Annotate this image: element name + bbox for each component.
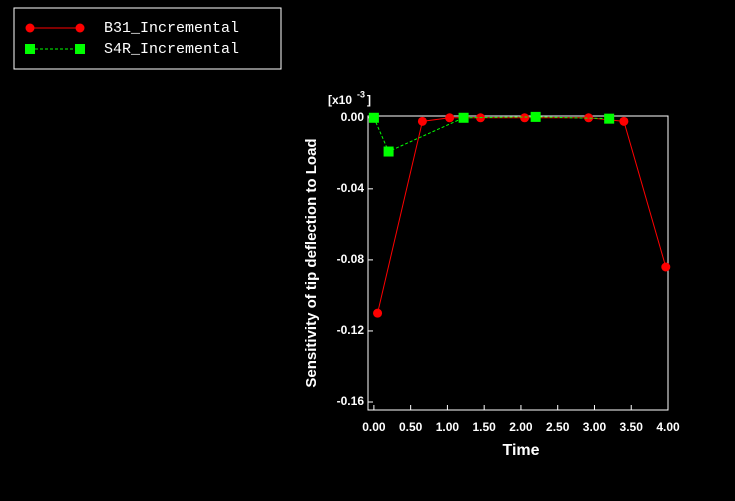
plot-frame — [367, 115, 669, 411]
x-tick-label: 3.50 — [620, 420, 644, 434]
legend-label: B31_Incremental — [104, 20, 239, 37]
marker — [25, 44, 35, 54]
marker — [417, 116, 427, 126]
marker — [373, 308, 383, 318]
x-tick-label: 0.00 — [362, 420, 386, 434]
y-multiplier-exp: -3 — [357, 89, 365, 99]
legend-label: S4R_Incremental — [104, 41, 239, 58]
x-tick-label: 0.50 — [399, 420, 423, 434]
marker — [584, 113, 594, 123]
x-axis-label: Time — [502, 442, 539, 459]
marker — [604, 113, 615, 124]
marker — [530, 111, 541, 122]
marker — [75, 23, 85, 33]
y-tick-label: 0.00 — [341, 110, 365, 124]
x-tick-label: 4.00 — [656, 420, 680, 434]
marker — [383, 146, 394, 157]
marker — [25, 23, 35, 33]
x-tick-label: 2.50 — [546, 420, 570, 434]
y-tick-label: -0.04 — [337, 181, 365, 195]
legend-box — [13, 7, 282, 70]
marker — [368, 112, 379, 123]
y-multiplier: [x10 — [328, 93, 352, 107]
x-tick-label: 1.50 — [472, 420, 496, 434]
y-axis-label: Sensitivity of tip deflection to Load — [303, 138, 320, 387]
marker — [619, 116, 629, 126]
series-line — [373, 116, 610, 153]
x-tick-label: 3.00 — [583, 420, 607, 434]
y-multiplier-close: ] — [367, 93, 371, 107]
y-tick-label: -0.08 — [337, 252, 365, 266]
series-line — [377, 117, 667, 314]
y-tick-label: -0.16 — [337, 394, 365, 408]
marker — [445, 113, 455, 123]
marker — [661, 262, 671, 272]
marker — [520, 113, 530, 123]
marker — [75, 44, 85, 54]
x-tick-label: 2.00 — [509, 420, 533, 434]
marker — [458, 112, 469, 123]
y-tick-label: -0.12 — [337, 323, 365, 337]
x-tick-label: 1.00 — [436, 420, 460, 434]
